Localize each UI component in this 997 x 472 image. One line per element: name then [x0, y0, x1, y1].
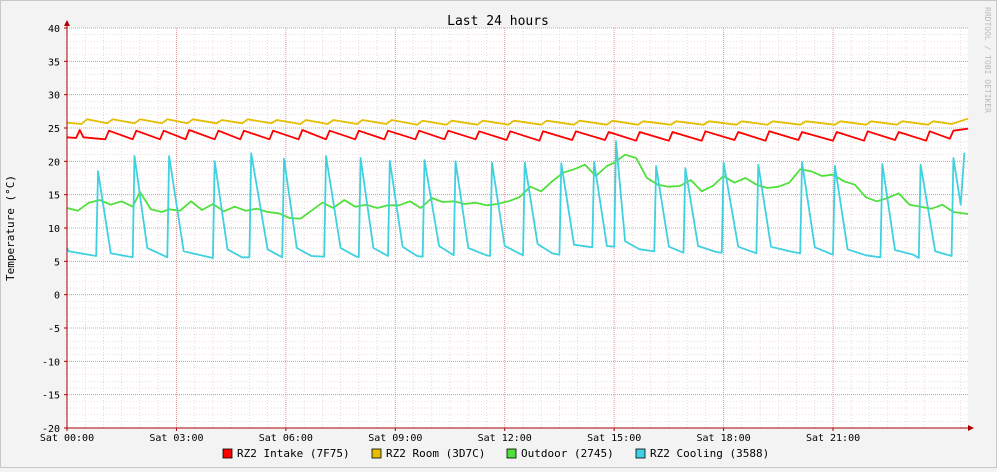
y-tick-label: -10 — [42, 357, 60, 368]
x-tick-label: Sat 15:00 — [587, 433, 641, 444]
x-tick-label: Sat 18:00 — [697, 433, 751, 444]
y-tick-label: 15 — [48, 191, 60, 202]
x-axis-arrow — [968, 425, 974, 431]
y-tick-label: -15 — [42, 391, 60, 402]
y-axis-label: Temperature (°C) — [4, 175, 17, 281]
y-tick-label: 40 — [48, 24, 60, 35]
chart-title: Last 24 hours — [447, 14, 549, 29]
x-tick-label: Sat 09:00 — [368, 433, 422, 444]
axes — [64, 20, 974, 431]
legend-swatch — [222, 448, 233, 459]
x-tick-label: Sat 21:00 — [806, 433, 860, 444]
y-tick-label: 10 — [48, 224, 60, 235]
series-line-0 — [66, 127, 969, 142]
y-tick-label: 35 — [48, 57, 60, 68]
x-tick-label: Sat 00:00 — [40, 433, 94, 444]
tick-labels: -20 -15 -10 -5 0 5 10 15 20 25 30 35 40 Sat 00:00 Sat … — [40, 24, 860, 444]
legend-entry: RZ2 Intake (7F75) — [237, 447, 350, 460]
series-line-1 — [66, 117, 969, 126]
y-axis-arrow — [64, 20, 70, 26]
x-tick-label: Sat 03:00 — [149, 433, 203, 444]
legend-entry: RZ2 Cooling (3588) — [650, 447, 769, 460]
y-tick-label: 20 — [48, 157, 60, 168]
legend-entry: Outdoor (2745) — [521, 447, 614, 460]
legend: RZ2 Intake (7F75) RZ2 Room (3D7C) Outdoor … — [222, 447, 769, 460]
x-tick-label: Sat 12:00 — [478, 433, 532, 444]
y-tick-label: 30 — [48, 91, 60, 102]
watermark: RRDTOOL / TOBI OETIKER — [983, 7, 992, 113]
series-lines — [66, 117, 969, 259]
legend-swatch — [506, 448, 517, 459]
series-line-2 — [66, 153, 969, 220]
legend-entry: RZ2 Room (3D7C) — [386, 447, 485, 460]
legend-swatch — [635, 448, 646, 459]
legend-swatch — [371, 448, 382, 459]
y-tick-label: 5 — [54, 257, 60, 268]
y-tick-label: -20 — [42, 424, 60, 435]
y-tick-label: -5 — [48, 324, 60, 335]
y-tick-label: 0 — [54, 291, 60, 302]
series-line-3 — [66, 140, 966, 259]
y-tick-label: 25 — [48, 124, 60, 135]
x-tick-label: Sat 06:00 — [259, 433, 313, 444]
